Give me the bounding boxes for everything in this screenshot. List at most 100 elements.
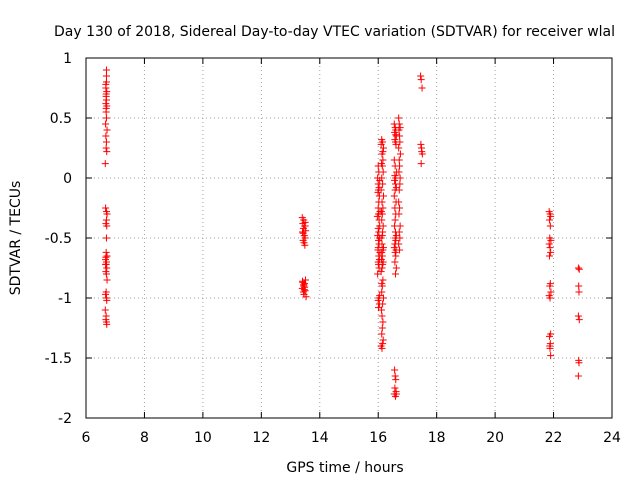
- data-point: [378, 232, 386, 240]
- data-points: [101, 66, 583, 400]
- y-tick-label: -1.5: [45, 351, 72, 367]
- data-point: [547, 352, 555, 360]
- data-point: [417, 72, 425, 80]
- data-point: [391, 248, 399, 256]
- data-point: [103, 296, 111, 304]
- data-point: [378, 344, 386, 352]
- data-point: [546, 222, 554, 230]
- axis-ticks: 6 8 10 12 14 16 18 20 22 24 -2 -1.5 -1 -0.5 0 0.5 1: [45, 51, 621, 446]
- data-point: [546, 344, 554, 352]
- data-point: [379, 294, 387, 302]
- x-tick-label: 22: [545, 430, 563, 446]
- data-point: [378, 216, 386, 224]
- data-point: [379, 144, 387, 152]
- data-point: [547, 288, 555, 296]
- data-point: [396, 162, 404, 170]
- data-point: [396, 174, 404, 182]
- y-tick-label: 0: [63, 171, 72, 187]
- x-tick-label: 16: [369, 430, 387, 446]
- data-point: [575, 265, 583, 273]
- data-point: [378, 288, 386, 296]
- data-point: [102, 104, 110, 112]
- data-point: [392, 252, 400, 260]
- data-point: [547, 248, 555, 256]
- data-point: [395, 156, 403, 164]
- data-point: [418, 150, 426, 158]
- x-tick-label: 20: [486, 430, 504, 446]
- data-point: [575, 282, 583, 290]
- x-tick-label: 18: [428, 430, 446, 446]
- data-point: [103, 222, 111, 230]
- data-point: [102, 72, 110, 80]
- data-point: [379, 222, 387, 230]
- data-point: [396, 246, 404, 254]
- data-point: [373, 212, 381, 220]
- y-tick-label: -0.5: [45, 231, 72, 247]
- data-point: [546, 294, 554, 302]
- data-point: [547, 236, 555, 244]
- data-point: [545, 332, 553, 340]
- data-point: [391, 270, 399, 278]
- data-point: [391, 258, 399, 266]
- data-point: [102, 114, 110, 122]
- data-point: [545, 216, 553, 224]
- data-point: [102, 234, 110, 242]
- data-point: [392, 140, 400, 148]
- data-point: [378, 324, 386, 332]
- data-point: [301, 287, 309, 295]
- data-point: [102, 120, 110, 128]
- data-point: [378, 240, 386, 248]
- data-point: [378, 174, 386, 182]
- data-point: [103, 148, 111, 156]
- data-point: [379, 318, 387, 326]
- data-point: [378, 248, 386, 256]
- data-point: [395, 126, 403, 134]
- data-point: [103, 252, 111, 260]
- data-point: [575, 288, 583, 296]
- data-point: [379, 180, 387, 188]
- data-point: [102, 66, 110, 74]
- data-point: [547, 212, 555, 220]
- data-point: [101, 160, 109, 168]
- data-point: [417, 76, 425, 84]
- data-point: [396, 138, 404, 146]
- data-point: [377, 268, 385, 276]
- data-point: [378, 280, 386, 288]
- data-point: [377, 186, 385, 194]
- data-point: [378, 198, 386, 206]
- data-point: [396, 222, 404, 230]
- data-point: [396, 180, 404, 188]
- data-point: [396, 204, 404, 212]
- x-tick-label: 6: [82, 430, 91, 446]
- data-point: [574, 372, 582, 380]
- x-tick-label: 8: [140, 430, 149, 446]
- data-point: [396, 132, 404, 140]
- data-point: [300, 281, 308, 289]
- data-point: [374, 270, 382, 278]
- data-point: [392, 376, 400, 384]
- data-point: [374, 224, 382, 232]
- data-point: [545, 240, 553, 248]
- data-point: [575, 316, 583, 324]
- data-point: [102, 138, 110, 146]
- data-point: [379, 260, 387, 268]
- data-point: [102, 253, 110, 261]
- data-point: [395, 210, 403, 218]
- data-point: [391, 216, 399, 224]
- data-point: [302, 293, 310, 301]
- data-point: [103, 320, 111, 328]
- data-point: [392, 264, 400, 272]
- data-point: [395, 198, 403, 206]
- data-point: [379, 300, 387, 308]
- data-point: [546, 244, 554, 252]
- data-point: [102, 208, 110, 216]
- data-point: [379, 192, 387, 200]
- data-point: [391, 384, 399, 392]
- data-point: [102, 290, 110, 298]
- data-point: [102, 270, 110, 278]
- data-point: [379, 204, 387, 212]
- data-point: [101, 306, 109, 314]
- data-point: [299, 228, 307, 236]
- data-point: [301, 222, 309, 230]
